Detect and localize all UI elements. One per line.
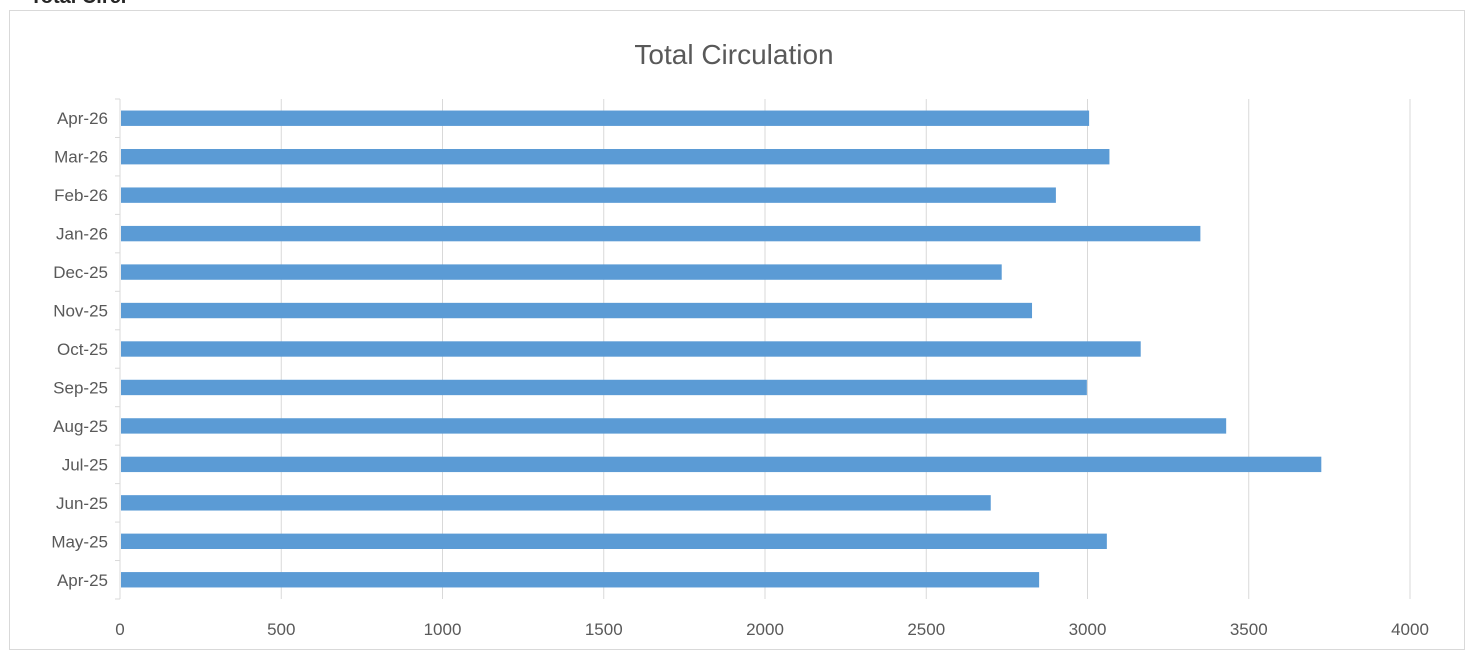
y-tick-label: Jan-26 (56, 225, 108, 244)
y-tick-label: Feb-26 (54, 186, 108, 205)
x-tick-label: 0 (115, 620, 124, 639)
bars (121, 110, 1322, 588)
x-tick-label: 1500 (585, 620, 623, 639)
bar-apr-25 (121, 572, 1040, 588)
bar-may-25 (121, 533, 1107, 549)
y-tick-label: Nov-25 (53, 302, 108, 321)
x-tick-label: 1000 (424, 620, 462, 639)
y-tick-label: Aug-25 (53, 417, 108, 436)
bar-jul-25 (121, 456, 1322, 473)
bar-sep-25 (121, 379, 1087, 396)
y-tick-label: Mar-26 (54, 148, 108, 167)
bar-feb-26 (121, 187, 1056, 203)
y-tick-label: Apr-26 (57, 109, 108, 128)
bar-dec-25 (121, 264, 1002, 280)
y-tick-label: Jul-25 (62, 455, 108, 474)
y-tick-label: Apr-25 (57, 571, 108, 590)
x-tick-label: 2500 (907, 620, 945, 639)
clipped-heading-text: Total Circ. (30, 0, 126, 9)
x-tick-label: 3000 (1069, 620, 1107, 639)
chart-area: Total Circulation 0 500 1000 1500 2000 2500 30… (9, 10, 1465, 650)
x-tick-label: 500 (267, 620, 295, 639)
bar-jun-25 (121, 495, 991, 511)
x-tick-label: 3500 (1230, 620, 1268, 639)
y-tick-label: Dec-25 (53, 263, 108, 282)
y-tick-label: Jun-25 (56, 494, 108, 513)
y-tick-label: Oct-25 (57, 340, 108, 359)
x-tick-label: 4000 (1391, 620, 1429, 639)
bar-jan-26 (121, 225, 1201, 242)
x-tick-label: 2000 (746, 620, 784, 639)
bar-chart: Total Circulation 0 500 1000 1500 2000 2500 30… (51, 39, 1429, 639)
chart-title: Total Circulation (634, 39, 833, 70)
axes: 0 500 1000 1500 2000 2500 3000 3500 4000 Apr-25 Ma… (51, 98, 1429, 639)
bar-aug-25 (121, 418, 1227, 434)
bar-mar-26 (121, 149, 1110, 165)
bar-oct-25 (121, 341, 1141, 357)
bar-nov-25 (121, 302, 1033, 319)
y-tick-label: Sep-25 (53, 378, 108, 397)
y-tick-label: May-25 (51, 532, 108, 551)
bar-apr-26 (121, 110, 1090, 126)
